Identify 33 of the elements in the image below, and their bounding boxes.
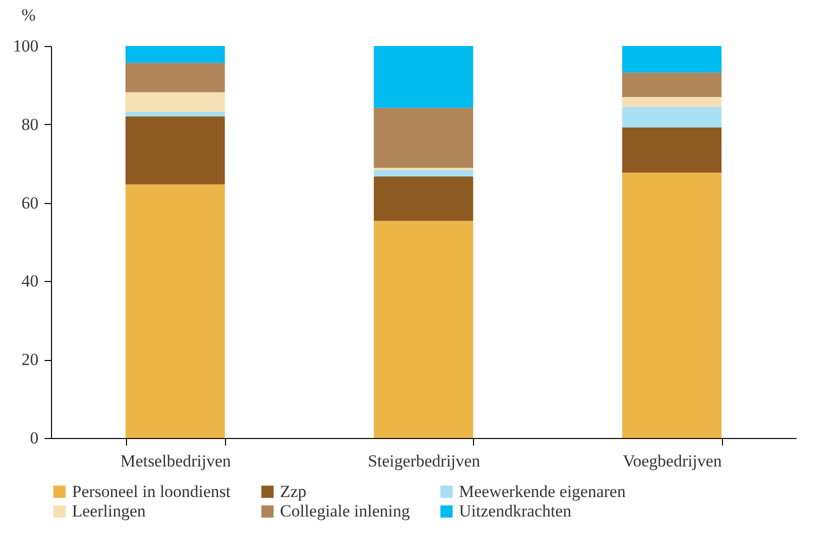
bar: [622, 128, 722, 173]
y-tick-label: 60: [22, 193, 38, 212]
bar: [622, 172, 722, 438]
bar: [374, 46, 474, 108]
bar: [374, 108, 474, 168]
legend-label: Collegiale inlening: [280, 502, 410, 520]
x-tick-label: Voegbedrijven: [622, 452, 722, 470]
y-tick-label: 100: [13, 36, 38, 56]
legend-label: Leerlingen: [72, 502, 146, 520]
bar: [622, 106, 722, 128]
bar: [374, 176, 474, 221]
bar: [622, 72, 722, 97]
bar: [126, 184, 225, 438]
bar: [374, 170, 474, 177]
bar: [374, 220, 474, 438]
bar: [622, 96, 722, 107]
x-tick-label: Steigerbedrijven: [368, 452, 481, 470]
bar: [126, 112, 225, 117]
legend-label: Meewerkende eigenaren: [459, 482, 626, 501]
bar: [126, 92, 225, 112]
bar: [126, 46, 225, 63]
y-tick-label: 20: [22, 350, 38, 370]
y-tick-label: 40: [22, 272, 38, 291]
bar: [126, 116, 225, 184]
legend-label: Uitzendkrachten: [459, 502, 572, 520]
legend-label: Personeel in loondienst: [72, 482, 231, 501]
x-tick-label: Metselbedrijven: [120, 452, 232, 470]
y-tick-label: 0: [30, 428, 38, 448]
legend-label: Zzp: [280, 482, 306, 501]
y-axis-title: %: [22, 6, 36, 24]
bar: [622, 46, 722, 73]
y-tick-label: 80: [22, 114, 38, 134]
bar: [126, 62, 225, 92]
